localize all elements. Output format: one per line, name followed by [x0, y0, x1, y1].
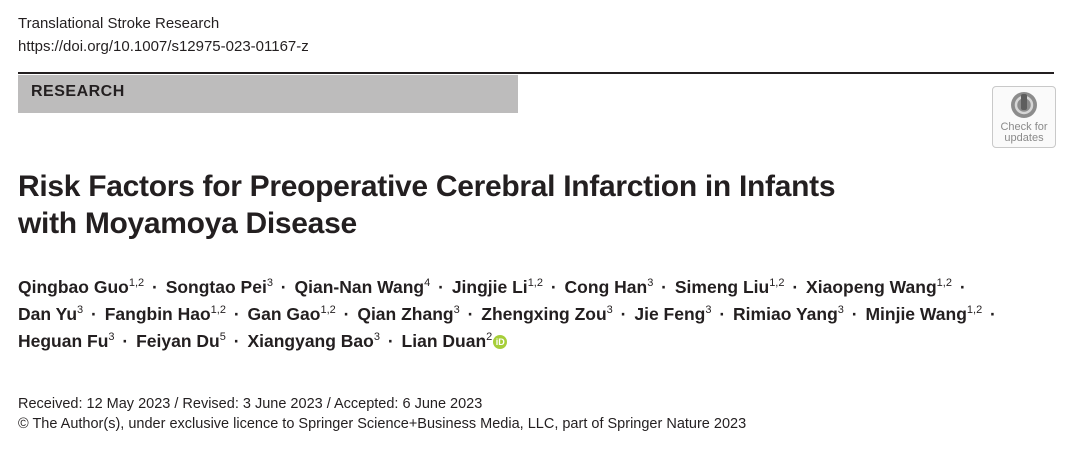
affiliation-marker: 3 [373, 331, 380, 343]
author-name: Minjie Wang [865, 304, 967, 324]
badge-line2: updates [1004, 132, 1044, 144]
author-separator: · [382, 331, 399, 351]
author-name: Feiyan Du [136, 331, 220, 351]
author-name: Gan Gao [247, 304, 321, 324]
affiliation-marker: 3 [77, 304, 84, 316]
author[interactable]: Xiaopeng Wang1,2 [806, 277, 952, 297]
author-name: Jingjie Li [451, 277, 528, 297]
author[interactable]: Jie Feng3 [634, 304, 711, 324]
affiliation-marker: 1,2 [527, 277, 543, 289]
author-name: Heguan Fu [18, 331, 109, 351]
journal-name: Translational Stroke Research [18, 15, 220, 32]
check-for-updates-badge[interactable]: Check for updates [992, 86, 1056, 148]
affiliation-marker: 1,2 [128, 277, 145, 289]
author[interactable]: Qingbao Guo1,2 [18, 277, 144, 297]
author-separator: · [228, 331, 245, 351]
title-line2: with Moyamoya Disease [18, 207, 357, 240]
author-name: Qian-Nan Wang [294, 277, 425, 297]
author-name: Fangbin Hao [104, 304, 211, 324]
title-line1: Risk Factors for Preoperative Cerebral I… [18, 170, 836, 203]
section-label: RESEARCH [31, 83, 125, 100]
author[interactable]: Dan Yu3 [18, 304, 83, 324]
author[interactable]: Qian Zhang3 [357, 304, 459, 324]
affiliation-marker: 1,2 [769, 277, 785, 289]
author-separator: · [787, 277, 804, 297]
affiliation-marker: 3 [606, 304, 613, 316]
author-separator: · [338, 304, 355, 324]
author-separator: · [846, 304, 863, 324]
copyright-notice: © The Author(s), under exclusive licence… [18, 416, 747, 432]
author[interactable]: Jingjie Li1,2 [452, 277, 543, 297]
author-separator: · [147, 277, 163, 297]
author-name: Dan Yu [18, 304, 78, 324]
author-separator: · [433, 277, 449, 297]
author-separator: · [954, 277, 966, 297]
affiliation-marker: 3 [108, 331, 115, 343]
author-separator: · [117, 331, 134, 351]
badge-line1: Check for [1000, 121, 1048, 133]
affiliation-marker: 1,2 [966, 304, 983, 316]
author-separator: · [462, 304, 479, 324]
affiliation-marker: 1,2 [936, 277, 952, 289]
author-name: Jie Feng [634, 304, 706, 324]
author-separator: · [545, 277, 562, 297]
article-title: Risk Factors for Preoperative Cerebral I… [18, 168, 918, 242]
affiliation-marker: 3 [453, 304, 460, 316]
author[interactable]: Simeng Liu1,2 [675, 277, 785, 297]
author-list: Qingbao Guo1,2 · Songtao Pei3 · Qian-Nan… [18, 274, 1068, 355]
affiliation-marker: 1,2 [320, 304, 336, 316]
author[interactable]: Feiyan Du5 [136, 331, 226, 351]
author-name: Xiaopeng Wang [806, 277, 937, 297]
author[interactable]: Heguan Fu3 [18, 331, 115, 351]
author[interactable]: Xiangyang Bao3 [247, 331, 380, 351]
orcid-icon[interactable]: iD [493, 335, 508, 349]
author-separator: · [86, 304, 102, 324]
author-name: Zhengxing Zou [481, 304, 607, 324]
author-name: Songtao Pei [165, 277, 267, 297]
author[interactable]: Songtao Pei3 [166, 277, 273, 297]
author-name: Simeng Liu [674, 277, 770, 297]
author-name: Qian Zhang [357, 304, 454, 324]
affiliation-marker: 2 [486, 331, 493, 343]
article-dates: Received: 12 May 2023 / Revised: 3 June … [18, 396, 483, 412]
author-name: Cong Han [564, 277, 648, 297]
author-separator: · [228, 304, 245, 324]
author-name: Rimiao Yang [733, 304, 838, 324]
author[interactable]: Rimiao Yang3 [733, 304, 844, 324]
author-separator: · [985, 304, 996, 324]
author[interactable]: Minjie Wang1,2 [865, 304, 982, 324]
affiliation-marker: 3 [266, 277, 273, 289]
author-separator: · [656, 277, 672, 297]
author-separator: · [714, 304, 731, 324]
author[interactable]: Gan Gao1,2 [248, 304, 336, 324]
author[interactable]: Zhengxing Zou3 [481, 304, 613, 324]
author[interactable]: Cong Han3 [565, 277, 654, 297]
author[interactable]: Qian-Nan Wang4 [295, 277, 431, 297]
author[interactable]: Fangbin Hao1,2 [105, 304, 226, 324]
author-name: Qingbao Guo [18, 277, 129, 297]
affiliation-marker: 3 [705, 304, 712, 316]
affiliation-marker: 3 [647, 277, 654, 289]
author-separator: · [275, 277, 292, 297]
affiliation-marker: 1,2 [210, 304, 226, 316]
author-name: Xiangyang Bao [247, 331, 374, 351]
check-for-updates-icon [1011, 92, 1037, 118]
affiliation-marker: 4 [424, 277, 431, 289]
author[interactable]: Lian Duan2 iD [402, 331, 508, 351]
author-separator: · [615, 304, 632, 324]
affiliation-marker: 3 [837, 304, 844, 316]
doi-link[interactable]: https://doi.org/10.1007/s12975-023-01167… [18, 38, 309, 55]
author-name: Lian Duan [401, 331, 487, 351]
header-rule [18, 72, 1054, 74]
section-band: RESEARCH [18, 75, 518, 113]
affiliation-marker: 5 [219, 331, 226, 343]
